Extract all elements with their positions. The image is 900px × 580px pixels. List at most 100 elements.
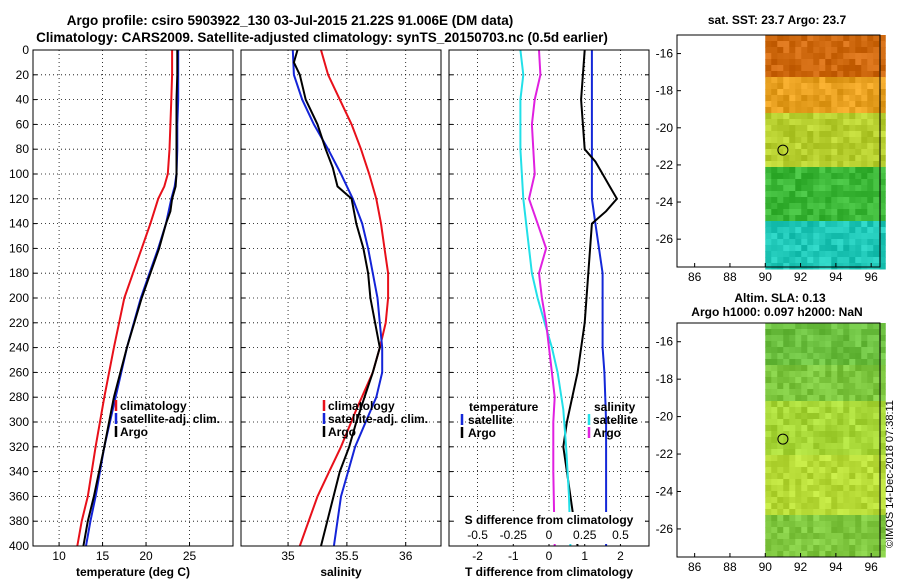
map-cell bbox=[801, 401, 808, 408]
series-line-s-satellite bbox=[519, 49, 572, 547]
map-cell bbox=[783, 383, 790, 390]
map-cell bbox=[843, 509, 850, 516]
map-cell bbox=[765, 521, 772, 528]
map-cell bbox=[861, 203, 868, 210]
map-cell bbox=[789, 161, 796, 168]
map-cell bbox=[855, 533, 862, 540]
map-cell bbox=[843, 215, 850, 222]
map-cell bbox=[831, 551, 838, 558]
map-cell bbox=[837, 431, 844, 438]
map-cell bbox=[765, 527, 772, 534]
map-cell bbox=[873, 245, 880, 252]
map-cell bbox=[879, 107, 886, 114]
map-cell bbox=[783, 107, 790, 114]
argo-location-marker bbox=[777, 433, 789, 445]
map-cell bbox=[807, 167, 814, 174]
map-cell bbox=[861, 497, 868, 504]
map-cell bbox=[837, 491, 844, 498]
y-tick-label: 80 bbox=[16, 142, 30, 156]
map-cell bbox=[813, 77, 820, 84]
map-cell bbox=[867, 491, 874, 498]
map-cell bbox=[837, 443, 844, 450]
secondary-tick-label: 0 bbox=[546, 528, 553, 542]
map-cell bbox=[819, 545, 826, 552]
map-cell bbox=[879, 491, 886, 498]
map-cell bbox=[819, 383, 826, 390]
map-cell bbox=[789, 395, 796, 402]
map-cell bbox=[765, 227, 772, 234]
map-cell bbox=[861, 395, 868, 402]
map-cell bbox=[843, 35, 850, 42]
map-cell bbox=[765, 395, 772, 402]
map-cell bbox=[819, 539, 826, 546]
map-cell bbox=[837, 107, 844, 114]
map-cell bbox=[813, 521, 820, 528]
map-cell bbox=[777, 521, 784, 528]
map-cell bbox=[771, 527, 778, 534]
map-cell bbox=[813, 479, 820, 486]
map-y-tick-label: -26 bbox=[656, 232, 674, 246]
map-cell bbox=[849, 437, 856, 444]
map-cell bbox=[819, 41, 826, 48]
map-cell bbox=[867, 545, 874, 552]
map-cell bbox=[879, 119, 886, 126]
map-cell bbox=[771, 473, 778, 480]
map-cell bbox=[783, 125, 790, 132]
map-cell bbox=[801, 341, 808, 348]
map-cell bbox=[831, 95, 838, 102]
map-cell bbox=[873, 83, 880, 90]
map-cell bbox=[795, 383, 802, 390]
map-cell bbox=[837, 395, 844, 402]
map-cell bbox=[771, 485, 778, 492]
map-cell bbox=[795, 515, 802, 522]
map-cell bbox=[819, 197, 826, 204]
map-cell bbox=[765, 215, 772, 222]
map-cell bbox=[879, 383, 886, 390]
map-cell bbox=[789, 107, 796, 114]
map-cell bbox=[879, 173, 886, 180]
map-cell bbox=[807, 65, 814, 72]
map-cell bbox=[855, 425, 862, 432]
map-cell bbox=[825, 239, 832, 246]
map-cell bbox=[765, 113, 772, 120]
map-cell bbox=[795, 521, 802, 528]
map-cell bbox=[843, 389, 850, 396]
map-cell bbox=[849, 383, 856, 390]
map-cell bbox=[807, 53, 814, 60]
map-cell bbox=[867, 401, 874, 408]
map-cell bbox=[813, 443, 820, 450]
map-cell bbox=[849, 401, 856, 408]
map-cell bbox=[813, 407, 820, 414]
map-cell bbox=[855, 137, 862, 144]
map-cell bbox=[807, 533, 814, 540]
map-cell bbox=[861, 47, 868, 54]
map-cell bbox=[813, 155, 820, 162]
map-cell bbox=[807, 185, 814, 192]
map-cell bbox=[765, 203, 772, 210]
map-cell bbox=[873, 173, 880, 180]
series-line-s-argo bbox=[527, 49, 556, 547]
map-cell bbox=[783, 485, 790, 492]
map-cell bbox=[867, 131, 874, 138]
map-cell bbox=[765, 71, 772, 78]
map-cell bbox=[831, 545, 838, 552]
map-cell bbox=[783, 239, 790, 246]
map-cell bbox=[861, 401, 868, 408]
map-cell bbox=[771, 95, 778, 102]
map-cell bbox=[867, 443, 874, 450]
map-cell bbox=[789, 347, 796, 354]
map-cell bbox=[873, 107, 880, 114]
map-cell bbox=[777, 329, 784, 336]
map-cell bbox=[825, 131, 832, 138]
map-x-tick-label: 96 bbox=[864, 270, 878, 284]
map-cell bbox=[843, 95, 850, 102]
map-cell bbox=[831, 59, 838, 66]
map-cell bbox=[777, 197, 784, 204]
map-cell bbox=[801, 347, 808, 354]
map-cell bbox=[879, 185, 886, 192]
map-cell bbox=[807, 209, 814, 216]
series-line-climatology bbox=[76, 50, 174, 547]
map-cell bbox=[765, 47, 772, 54]
map-cell bbox=[879, 551, 886, 558]
map-cell bbox=[789, 167, 796, 174]
